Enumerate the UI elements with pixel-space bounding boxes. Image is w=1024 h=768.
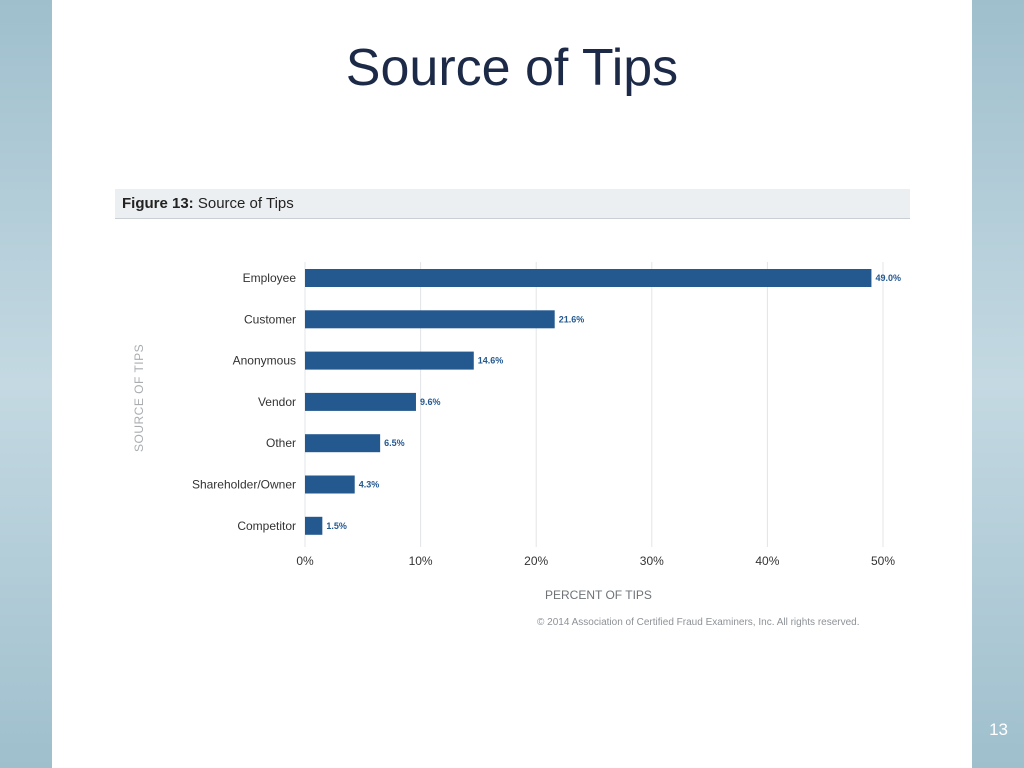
category-label: Anonymous xyxy=(233,354,296,368)
bar xyxy=(305,475,355,494)
value-label: 4.3% xyxy=(359,480,380,490)
bar xyxy=(305,310,555,329)
x-tick-label: 50% xyxy=(871,554,895,568)
x-tick-label: 40% xyxy=(755,554,779,568)
x-tick-label: 30% xyxy=(640,554,664,568)
y-axis-label: SOURCE OF TIPS xyxy=(132,343,146,452)
slide-title: Source of Tips xyxy=(345,39,679,97)
category-label: Customer xyxy=(244,312,296,326)
x-axis-label: PERCENT OF TIPS xyxy=(545,588,652,602)
category-label: Vendor xyxy=(258,395,296,409)
x-tick-label: 10% xyxy=(409,554,433,568)
copyright-notice: © 2014 Association of Certified Fraud Ex… xyxy=(537,617,860,628)
bar xyxy=(305,351,474,370)
figure-title: Source of Tips xyxy=(197,195,294,212)
value-label: 6.5% xyxy=(384,438,405,448)
bar xyxy=(305,516,323,535)
value-label: 14.6% xyxy=(478,356,504,366)
category-label: Competitor xyxy=(237,519,296,533)
bar xyxy=(305,269,872,287)
x-tick-label: 20% xyxy=(524,554,548,568)
right-decorative-band xyxy=(972,0,1024,768)
value-label: 1.5% xyxy=(326,521,347,531)
x-tick-label: 0% xyxy=(296,554,314,568)
category-label: Other xyxy=(266,436,296,450)
category-label: Employee xyxy=(243,271,297,285)
left-decorative-band xyxy=(0,0,52,768)
category-label: Shareholder/Owner xyxy=(192,478,296,492)
bar xyxy=(305,392,416,411)
value-label: 9.6% xyxy=(420,397,441,407)
figure-caption: Figure 13: Source of Tips xyxy=(122,195,294,212)
page-number: 13 xyxy=(989,720,1008,739)
figure-header: Figure 13: Source of Tips xyxy=(115,189,910,219)
bar xyxy=(305,434,381,453)
value-label: 49.0% xyxy=(875,273,901,283)
figure-number: Figure 13: xyxy=(122,195,194,212)
value-label: 21.6% xyxy=(559,314,585,324)
